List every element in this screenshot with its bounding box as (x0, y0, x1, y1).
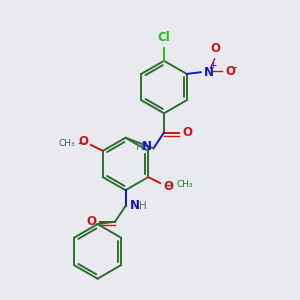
Text: H: H (136, 142, 144, 152)
Text: H: H (139, 201, 147, 211)
Text: +: + (209, 61, 217, 70)
Text: O: O (163, 180, 173, 193)
Text: O: O (86, 215, 96, 228)
Text: O: O (211, 42, 221, 56)
Text: CH₃: CH₃ (176, 180, 193, 189)
Text: -: - (233, 61, 237, 74)
Text: CH₃: CH₃ (58, 139, 75, 148)
Text: O: O (78, 135, 88, 148)
Text: N: N (203, 66, 214, 79)
Text: N: N (130, 200, 140, 212)
Text: N: N (141, 140, 152, 153)
Text: O: O (225, 65, 235, 78)
Text: Cl: Cl (158, 31, 170, 44)
Text: O: O (183, 126, 193, 139)
